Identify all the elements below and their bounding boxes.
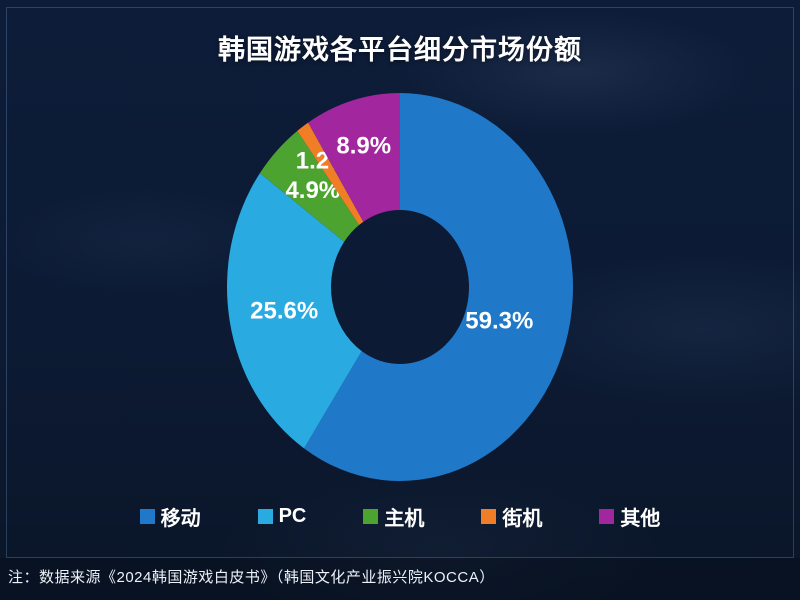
legend-label-pc: PC bbox=[278, 505, 307, 527]
legend-swatch-console bbox=[363, 509, 379, 524]
legend-label-arcade: 街机 bbox=[502, 508, 543, 530]
chart-title: 韩国游戏各平台细分市场份额 bbox=[218, 35, 582, 65]
legend-item-mobile: 移动 bbox=[139, 502, 201, 531]
legend-swatch-pc bbox=[257, 509, 273, 524]
pie-slice-other bbox=[308, 93, 400, 222]
slice-value-label-mobile: 59.3% bbox=[465, 308, 533, 335]
slice-value-label-other: 8.9% bbox=[336, 132, 391, 159]
legend-item-arcade: 街机 bbox=[481, 502, 542, 531]
legend-swatch-arcade bbox=[481, 509, 497, 524]
legend-item-pc: PC bbox=[257, 502, 307, 531]
legend-label-other: 其他 bbox=[620, 508, 661, 530]
pie-slice-pc bbox=[226, 173, 362, 449]
legend-swatch-other bbox=[599, 509, 615, 524]
footer-bar: 注：数据来源《2024韩国游戏白皮书》（韩国文化产业振兴院KOCCA） bbox=[0, 558, 800, 600]
pie-slice-mobile bbox=[304, 93, 574, 481]
chart-legend: 移动 PC 主机 街机 其他 bbox=[0, 502, 800, 531]
pie-slice-console bbox=[259, 130, 360, 242]
pie-slice-arcade bbox=[297, 122, 364, 226]
source-note: 注：数据来源《2024韩国游戏白皮书》（韩国文化产业振兴院KOCCA） bbox=[8, 569, 495, 586]
legend-item-console: 主机 bbox=[363, 502, 424, 531]
slice-value-label-pc: 25.6% bbox=[250, 297, 318, 324]
legend-swatch-mobile bbox=[139, 509, 155, 524]
legend-label-mobile: 移动 bbox=[160, 508, 201, 530]
legend-item-other: 其他 bbox=[599, 502, 660, 531]
legend-label-console: 主机 bbox=[384, 508, 425, 530]
